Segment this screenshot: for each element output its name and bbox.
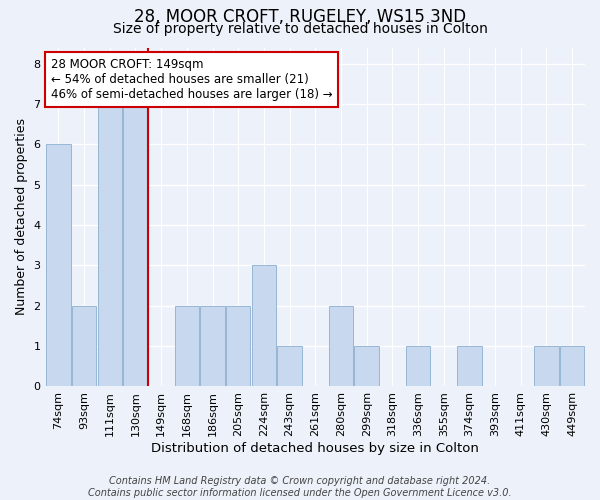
Bar (98, 104, 122, 387)
Bar (329, 306, 353, 386)
X-axis label: Distribution of detached houses by size in Colton: Distribution of detached houses by size … (151, 442, 479, 455)
Bar (277, 346, 302, 387)
Bar (200, 306, 225, 386)
Bar (46, 144, 71, 386)
Bar (123, 104, 148, 387)
Text: 28 MOOR CROFT: 149sqm
← 54% of detached houses are smaller (21)
46% of semi-deta: 28 MOOR CROFT: 149sqm ← 54% of detached … (51, 58, 332, 100)
Bar (406, 346, 430, 387)
Bar (534, 346, 559, 387)
Bar (560, 346, 584, 387)
Bar (355, 346, 379, 387)
Bar (457, 346, 482, 387)
Text: 28, MOOR CROFT, RUGELEY, WS15 3ND: 28, MOOR CROFT, RUGELEY, WS15 3ND (134, 8, 466, 26)
Bar (251, 266, 276, 386)
Text: Contains HM Land Registry data © Crown copyright and database right 2024.
Contai: Contains HM Land Registry data © Crown c… (88, 476, 512, 498)
Bar (175, 306, 199, 386)
Bar (72, 306, 96, 386)
Y-axis label: Number of detached properties: Number of detached properties (15, 118, 28, 316)
Bar (226, 306, 250, 386)
Text: Size of property relative to detached houses in Colton: Size of property relative to detached ho… (113, 22, 487, 36)
